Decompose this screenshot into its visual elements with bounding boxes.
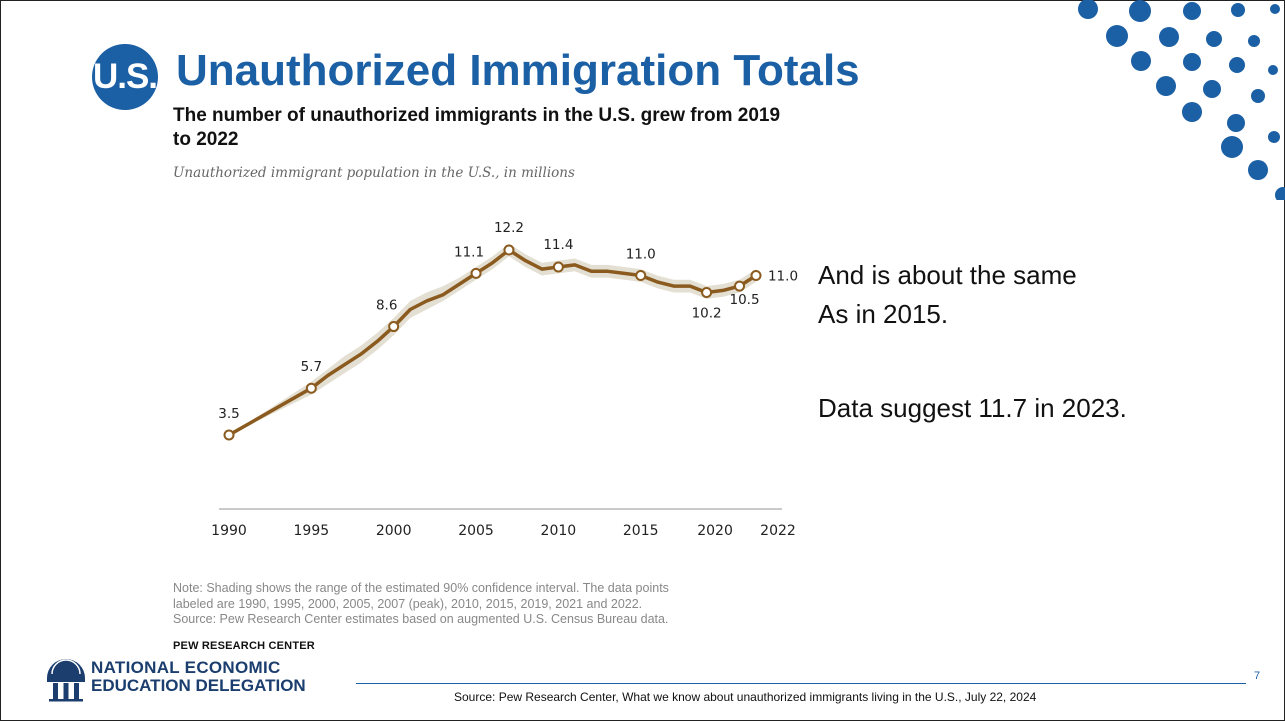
decor-dot (1206, 31, 1222, 47)
data-point-2005 (470, 267, 482, 279)
data-point-1990 (223, 429, 235, 441)
us-badge: U.S. (92, 44, 158, 110)
decor-dot (1251, 89, 1265, 103)
data-point-1995 (305, 382, 317, 394)
chart-note: Note: Shading shows the range of the est… (173, 581, 669, 628)
decor-dot (1106, 25, 1128, 47)
x-tick-label-2022: 2022 (760, 523, 796, 539)
x-tick-label-2015: 2015 (623, 523, 659, 539)
decor-dot (1078, 0, 1098, 19)
annotation-line-3: Data suggest 11.7 in 2023. (818, 393, 1127, 423)
x-tick-label-2010: 2010 (541, 523, 577, 539)
data-label-2015: 11.0 (626, 247, 656, 263)
decor-dot (1183, 53, 1201, 71)
chart-subtitle: Unauthorized immigrant population in the… (173, 165, 575, 181)
data-point-2019 (701, 287, 713, 299)
decor-dot (1203, 80, 1221, 98)
decor-dot (1131, 51, 1151, 71)
annotation-line-2: As in 2015. (818, 299, 949, 329)
x-tick-label-2020: 2020 (697, 523, 733, 539)
x-tick-label-2000: 2000 (376, 523, 412, 539)
data-label-2000: 8.6 (376, 298, 397, 314)
decor-dot (1129, 0, 1151, 22)
decor-dot (1156, 76, 1176, 96)
annotation-line-1: And is about the same (818, 260, 1077, 290)
ionic-column-icon (47, 659, 85, 702)
decor-dot (1231, 3, 1245, 17)
footer-source: Source: Pew Research Center, What we kno… (454, 690, 1037, 704)
decor-dot (1159, 27, 1179, 47)
decor-dot (1248, 35, 1260, 47)
note-line-1: Note: Shading shows the range of the est… (173, 581, 669, 595)
footer-rule (356, 683, 1246, 684)
data-label-1995: 5.7 (301, 359, 322, 375)
decor-dot (1227, 114, 1245, 132)
series-line (227, 248, 758, 437)
decor-dot (1248, 160, 1268, 180)
data-point-2022 (750, 270, 762, 282)
data-point-2010 (552, 261, 564, 273)
chart-credit: PEW RESEARCH CENTER (173, 640, 315, 652)
page-number: 7 (1254, 670, 1261, 682)
decor-dot (1268, 65, 1278, 75)
data-point-2000 (388, 321, 400, 333)
data-point-2021 (734, 280, 746, 292)
logo-text-line-1: NATIONAL ECONOMIC (91, 658, 281, 677)
decor-dot (1221, 136, 1243, 158)
x-tick-label-1990: 1990 (211, 523, 247, 539)
decor-dot (1268, 131, 1280, 143)
decor-dot (1270, 4, 1280, 14)
data-point-2007 (503, 244, 515, 256)
data-label-2022: 11.0 (768, 269, 798, 285)
decor-dot (1182, 102, 1202, 122)
note-line-3: Source: Pew Research Center estimates ba… (173, 612, 669, 626)
dot-pattern-decoration (1078, 0, 1285, 200)
data-label-2019: 10.2 (692, 306, 722, 322)
data-point-2015 (635, 270, 647, 282)
data-label-2010: 11.4 (543, 237, 573, 253)
x-tick-label-1995: 1995 (294, 523, 330, 539)
decor-dot (1275, 187, 1285, 200)
logo-text-line-2: EDUCATION DELEGATION (91, 676, 306, 695)
data-label-2021: 10.5 (730, 292, 760, 308)
chart-title: The number of unauthorized immigrants in… (173, 105, 781, 150)
decor-dot (1229, 57, 1245, 73)
confidence-band (229, 243, 756, 435)
data-label-2007: 12.2 (494, 220, 524, 236)
note-line-2: labeled are 1990, 1995, 2000, 2005, 2007… (173, 596, 643, 611)
data-label-1990: 3.5 (218, 406, 239, 422)
decor-dot (1183, 2, 1201, 20)
slide-title: Unauthorized Immigration Totals (176, 46, 860, 95)
data-label-2005: 11.1 (454, 244, 484, 260)
x-tick-label-2005: 2005 (458, 523, 494, 539)
